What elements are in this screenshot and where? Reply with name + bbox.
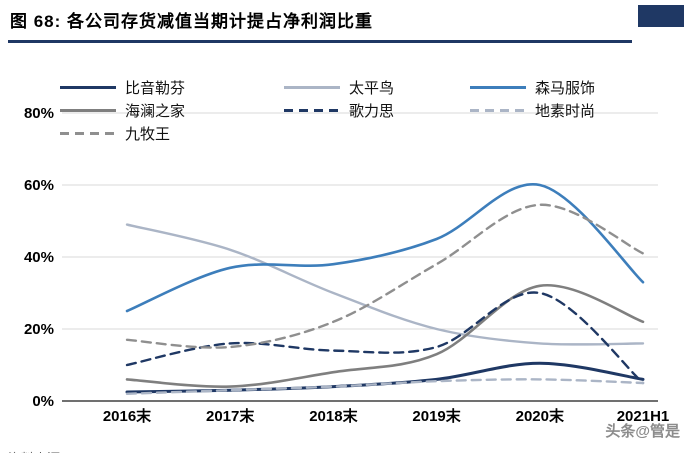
chart-legend: 比音勒芬 太平鸟 森马服饰海澜之家 歌力思 地素时尚九牧王 [60, 78, 672, 143]
legend-item: 森马服饰 [470, 78, 672, 97]
legend-line-swatch [470, 108, 526, 112]
header-corner-block [638, 5, 684, 27]
legend-line-swatch [60, 108, 116, 112]
series-line-太平鸟 [125, 223, 645, 346]
legend-item: 地素时尚 [470, 101, 672, 120]
legend-item: 太平鸟 [284, 78, 470, 97]
legend-line-swatch [284, 85, 340, 89]
y-tick-label: 20% [24, 321, 54, 338]
x-tick-label: 2017末 [206, 407, 255, 425]
legend-line-swatch [470, 85, 526, 89]
legend-item: 九牧王 [60, 124, 284, 143]
legend-label: 海澜之家 [125, 102, 186, 120]
y-tick-label: 40% [24, 249, 54, 266]
watermark: 头条@管是 [605, 423, 680, 440]
legend-item: 海澜之家 [60, 101, 284, 120]
legend-line-swatch [60, 85, 116, 89]
legend-label: 歌力思 [349, 102, 395, 120]
x-tick-label: 2021H1 [617, 408, 670, 425]
legend-item: 歌力思 [284, 101, 470, 120]
x-tick-label: 2019末 [412, 407, 461, 425]
legend-line-swatch [284, 108, 340, 112]
figure-title: 图 68: 各公司存货减值当期计提占净利润比重 [10, 12, 374, 31]
x-tick-label: 2016末 [103, 407, 152, 425]
legend-label: 地素时尚 [535, 102, 596, 120]
legend-label: 太平鸟 [349, 79, 395, 97]
series-line-地素时尚 [125, 378, 645, 395]
source-note-clipped: 资料来源： [8, 448, 73, 453]
legend-label: 九牧王 [125, 125, 171, 143]
series-line-海澜之家 [125, 283, 645, 389]
legend-line-swatch [60, 131, 116, 135]
legend-label: 比音勒芬 [125, 79, 186, 97]
y-tick-label: 0% [32, 393, 54, 410]
header-underline [8, 40, 632, 43]
legend-item: 比音勒芬 [60, 78, 284, 97]
x-tick-label: 2020末 [516, 407, 565, 425]
series-line-九牧王 [125, 203, 645, 349]
legend-label: 森马服饰 [535, 79, 596, 97]
y-tick-label: 60% [24, 177, 54, 194]
y-tick-label: 80% [24, 105, 54, 122]
series-line-森马服饰 [125, 183, 645, 313]
series-line-歌力思 [125, 291, 645, 385]
x-tick-label: 2018末 [309, 407, 358, 425]
